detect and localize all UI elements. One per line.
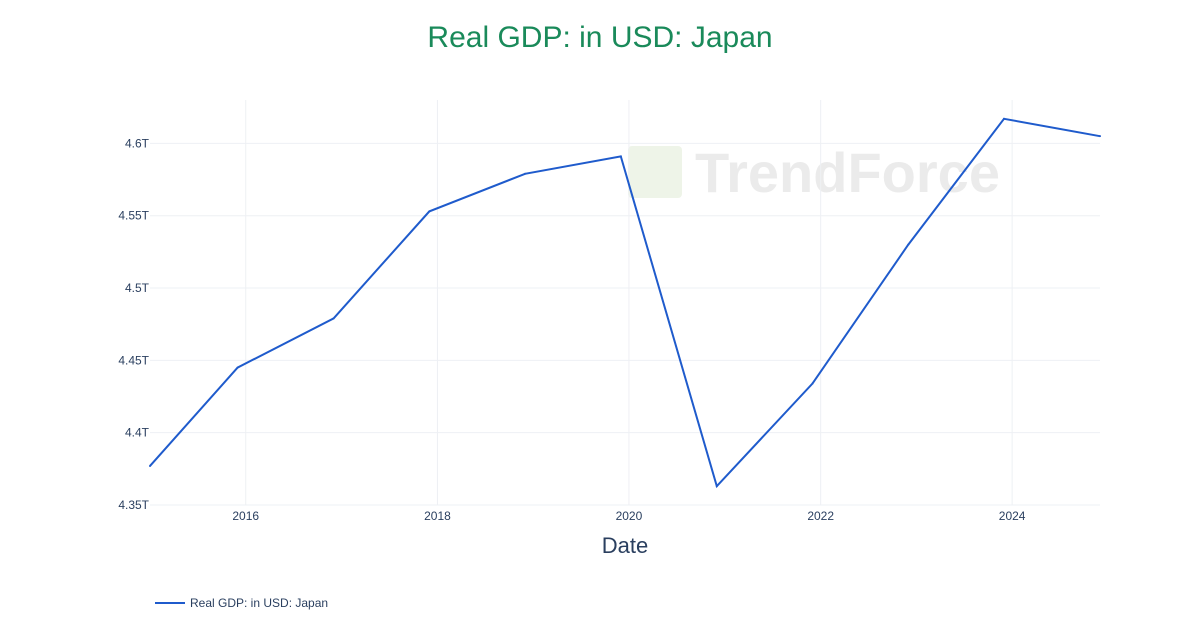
- data-point[interactable]: [907, 243, 910, 246]
- y-axis-ticks: 4.35T 4.4T 4.45T 4.5T 4.55T 4.6T: [118, 136, 149, 512]
- legend[interactable]: Real GDP: in USD: Japan: [155, 596, 328, 610]
- watermark-logo-icon: [628, 146, 682, 198]
- data-point[interactable]: [332, 317, 335, 320]
- watermark: TrendForce: [628, 141, 1000, 204]
- x-tick-label: 2016: [232, 509, 259, 523]
- data-point[interactable]: [811, 382, 814, 385]
- data-point[interactable]: [1003, 117, 1006, 120]
- data-point[interactable]: [149, 464, 151, 467]
- gridlines: [150, 100, 1100, 506]
- y-tick-label: 4.35T: [118, 498, 149, 512]
- y-tick-label: 4.45T: [118, 353, 149, 367]
- x-axis-title: Date: [602, 533, 648, 558]
- data-point[interactable]: [619, 155, 622, 158]
- legend-label: Real GDP: in USD: Japan: [190, 596, 328, 610]
- x-tick-label: 2024: [999, 509, 1026, 523]
- y-tick-label: 4.4T: [125, 426, 150, 440]
- y-tick-label: 4.5T: [125, 281, 150, 295]
- x-axis-ticks: 2016 2018 2020 2022 2024: [232, 509, 1025, 523]
- data-point[interactable]: [428, 210, 431, 213]
- data-point[interactable]: [236, 366, 239, 369]
- y-tick-label: 4.6T: [125, 136, 150, 150]
- watermark-text: TrendForce: [695, 141, 1000, 204]
- x-tick-label: 2020: [616, 509, 643, 523]
- x-tick-label: 2018: [424, 509, 451, 523]
- y-tick-label: 4.55T: [118, 209, 149, 223]
- data-point[interactable]: [524, 172, 527, 175]
- data-point[interactable]: [1099, 135, 1101, 138]
- data-points: [149, 117, 1101, 488]
- x-tick-label: 2022: [807, 509, 834, 523]
- data-point[interactable]: [715, 485, 718, 488]
- chart-title: Real GDP: in USD: Japan: [427, 21, 773, 54]
